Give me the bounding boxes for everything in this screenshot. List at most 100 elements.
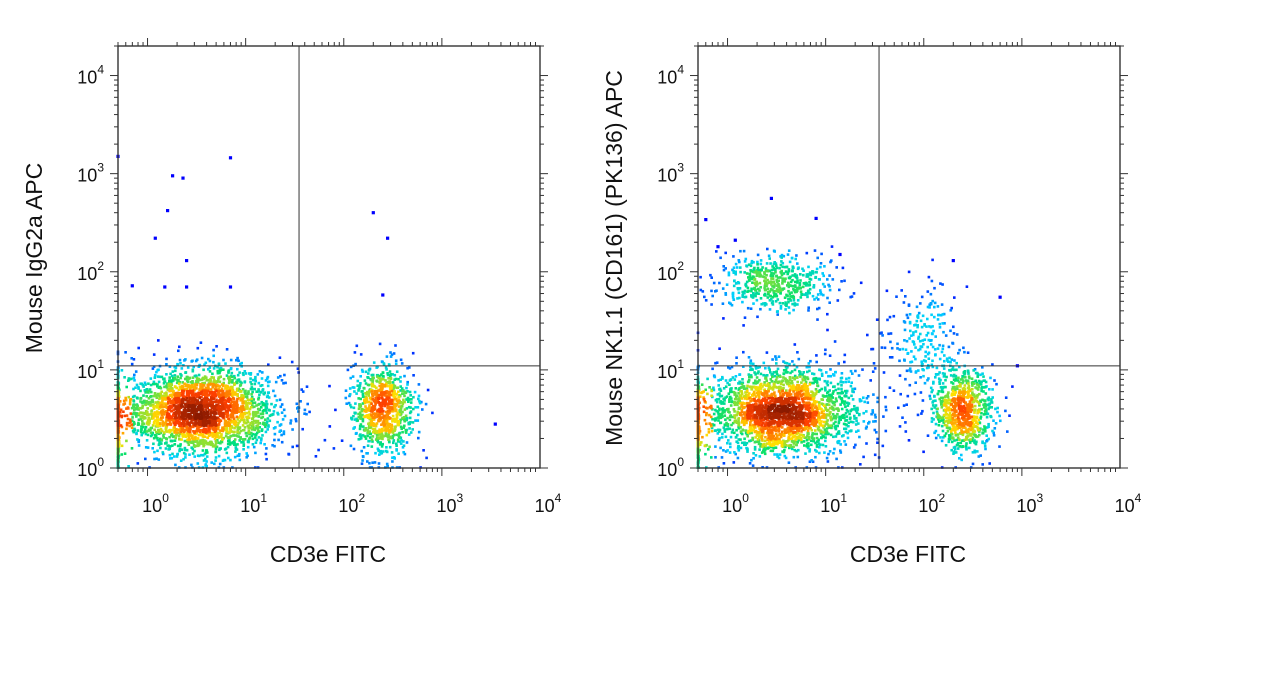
event-dot bbox=[278, 356, 282, 359]
event-dot bbox=[206, 425, 210, 428]
event-dot bbox=[383, 414, 386, 418]
event-dot bbox=[746, 306, 750, 310]
event-dot bbox=[374, 386, 378, 390]
event-dot bbox=[952, 332, 956, 335]
event-dot bbox=[248, 407, 252, 411]
event-dot bbox=[387, 377, 390, 380]
event-dot bbox=[201, 449, 205, 452]
event-dot bbox=[378, 453, 381, 456]
event-dot bbox=[376, 415, 379, 419]
event-dot bbox=[737, 438, 741, 441]
event-dot bbox=[183, 382, 186, 386]
event-dot bbox=[205, 376, 208, 379]
event-dot bbox=[904, 348, 908, 351]
event-dot bbox=[734, 375, 738, 378]
event-dot bbox=[716, 428, 720, 432]
event-dot bbox=[159, 422, 162, 425]
event-dot bbox=[739, 270, 742, 274]
event-dot bbox=[220, 435, 223, 438]
event-dot bbox=[294, 419, 298, 423]
event-dot bbox=[211, 445, 215, 448]
event-dot bbox=[142, 425, 145, 429]
event-dot bbox=[140, 428, 143, 431]
event-dot bbox=[746, 450, 749, 453]
event-dot bbox=[130, 419, 134, 422]
event-dot bbox=[389, 373, 392, 377]
event-dot bbox=[122, 399, 126, 403]
event-dot bbox=[401, 430, 404, 434]
event-dot bbox=[182, 410, 186, 414]
event-dot bbox=[240, 398, 243, 402]
event-dot bbox=[981, 372, 984, 375]
event-dot bbox=[188, 396, 192, 400]
event-dot bbox=[130, 357, 133, 360]
event-dot bbox=[158, 424, 162, 428]
event-dot bbox=[710, 426, 714, 430]
event-dot bbox=[151, 398, 154, 402]
event-dot bbox=[852, 420, 855, 424]
event-dot bbox=[130, 284, 134, 288]
event-dot bbox=[248, 413, 251, 416]
event-dot bbox=[389, 377, 393, 381]
event-dot bbox=[218, 431, 221, 435]
event-dot bbox=[873, 453, 877, 457]
event-dot bbox=[210, 404, 214, 407]
event-dot bbox=[137, 444, 141, 447]
event-dot bbox=[368, 439, 371, 443]
event-dot bbox=[393, 457, 396, 460]
event-dot bbox=[725, 283, 729, 286]
event-dot bbox=[156, 437, 159, 440]
event-dot bbox=[220, 399, 224, 403]
event-dot bbox=[780, 260, 783, 263]
event-dot bbox=[788, 362, 791, 366]
event-dot bbox=[351, 386, 355, 389]
event-dot bbox=[254, 419, 258, 423]
event-dot bbox=[904, 295, 907, 298]
event-dot bbox=[186, 393, 189, 397]
event-dot bbox=[714, 456, 717, 459]
event-dot bbox=[157, 432, 161, 435]
event-dot bbox=[944, 334, 948, 337]
event-dot bbox=[825, 456, 829, 460]
event-dot bbox=[261, 434, 264, 437]
event-dot bbox=[192, 444, 196, 447]
event-dot bbox=[378, 374, 381, 378]
event-dot bbox=[382, 409, 385, 413]
event-dot bbox=[366, 434, 369, 438]
event-dot bbox=[251, 443, 255, 446]
event-dot bbox=[354, 432, 358, 435]
event-dot bbox=[364, 414, 367, 418]
event-dot bbox=[213, 437, 217, 440]
event-dot bbox=[188, 384, 192, 388]
event-dot bbox=[153, 428, 156, 432]
event-dot bbox=[956, 447, 960, 450]
event-dot bbox=[134, 370, 138, 373]
event-dot bbox=[202, 459, 206, 462]
event-dot bbox=[907, 304, 911, 307]
event-dot bbox=[353, 426, 356, 429]
event-dot bbox=[204, 361, 208, 365]
event-dot bbox=[231, 441, 235, 445]
event-dot bbox=[402, 444, 406, 447]
event-dot bbox=[922, 374, 925, 378]
event-dot bbox=[397, 399, 401, 402]
event-dot bbox=[795, 254, 798, 257]
event-dot bbox=[143, 415, 146, 419]
event-dot bbox=[264, 425, 267, 429]
event-dot bbox=[260, 406, 263, 409]
event-dot bbox=[168, 399, 171, 403]
event-dot bbox=[125, 421, 129, 425]
event-dot bbox=[173, 377, 177, 381]
event-dot bbox=[202, 376, 205, 380]
event-dot bbox=[139, 407, 143, 410]
event-dot bbox=[413, 390, 417, 394]
event-dot bbox=[148, 388, 152, 391]
event-dot bbox=[211, 410, 215, 413]
event-dot bbox=[133, 373, 136, 377]
event-dot bbox=[161, 394, 165, 398]
event-dot bbox=[233, 438, 237, 441]
event-dot bbox=[382, 377, 385, 381]
y-tick-label: 100 bbox=[77, 455, 104, 480]
event-dot bbox=[406, 366, 409, 370]
event-dot bbox=[188, 423, 191, 427]
